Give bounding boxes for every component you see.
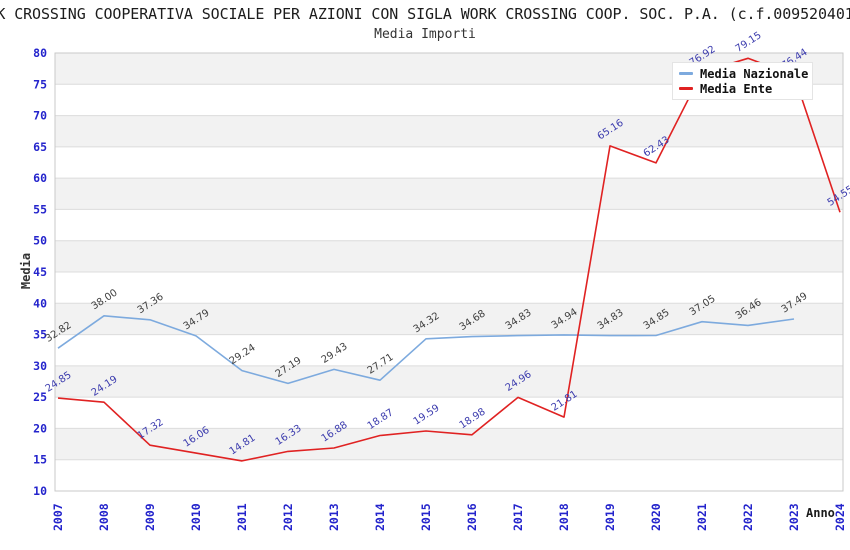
chart-title: K CROSSING COOPERATIVA SOCIALE PER AZION… [0,5,850,23]
y-tick-label: 20 [33,421,47,435]
x-tick-label: 2008 [97,503,111,531]
x-tick-label: 2011 [235,503,249,531]
y-tick-label: 35 [33,328,47,342]
plot-band [55,115,843,147]
x-tick-label: 2023 [787,503,801,531]
plot-band [55,334,843,366]
legend-label: Media Ente [700,81,773,96]
x-tick-label: 2009 [143,503,157,531]
series-line-media-nazionale [57,314,795,385]
plot-band [55,272,843,304]
legend-item-media-nazionale: Media Nazionale [679,66,809,81]
y-tick-label: 10 [33,484,47,498]
x-tick-label: 2007 [51,503,65,531]
y-tick-label: 65 [33,140,47,154]
x-tick-label: 2013 [327,503,341,531]
x-tick-label: 2010 [189,503,203,531]
x-axis-title: Anno [806,506,835,520]
chart-legend: Media Nazionale Media Ente [672,62,813,100]
y-tick-label: 60 [33,171,47,185]
legend-line-swatch-red [679,87,693,90]
plot-band [55,146,843,179]
y-tick-label: 70 [33,109,47,123]
y-tick-label: 75 [33,77,47,91]
x-tick-label: 2014 [373,503,387,531]
legend-label: Media Nazionale [700,66,809,81]
x-tick-label: 2020 [649,503,663,531]
plot-band [55,303,843,335]
plot-border [54,52,844,492]
plot-band [55,365,843,398]
y-tick-label: 25 [33,390,47,404]
x-tick-label: 2015 [419,503,433,531]
legend-item-media-ente: Media Ente [679,82,806,96]
y-tick-label: 30 [33,359,47,373]
y-tick-label: 55 [33,202,47,216]
plot-band [55,240,843,272]
x-tick-label: 2016 [465,503,479,531]
y-tick-label: 15 [33,453,47,467]
y-tick-label: 40 [33,296,47,310]
chart-subtitle: Media Importi [374,27,476,42]
x-tick-label: 2018 [557,503,571,531]
y-tick-label: 80 [33,46,47,60]
plot-band [55,397,843,429]
legend-line-swatch-blue [679,72,693,75]
x-tick-label: 2022 [741,503,755,531]
y-tick-label: 50 [33,234,47,248]
y-axis-title: Media [19,252,33,290]
plot-band [55,459,843,491]
point-value-label: 79.15 [734,30,764,55]
x-tick-label: 2021 [695,503,709,531]
x-tick-label: 2019 [603,503,617,531]
x-tick-label: 2017 [511,503,525,531]
x-tick-label: 2024 [833,503,847,531]
x-tick-label: 2012 [281,503,295,531]
plot-band [55,178,843,210]
y-tick-label: 45 [33,265,47,279]
plot-band [55,209,843,241]
